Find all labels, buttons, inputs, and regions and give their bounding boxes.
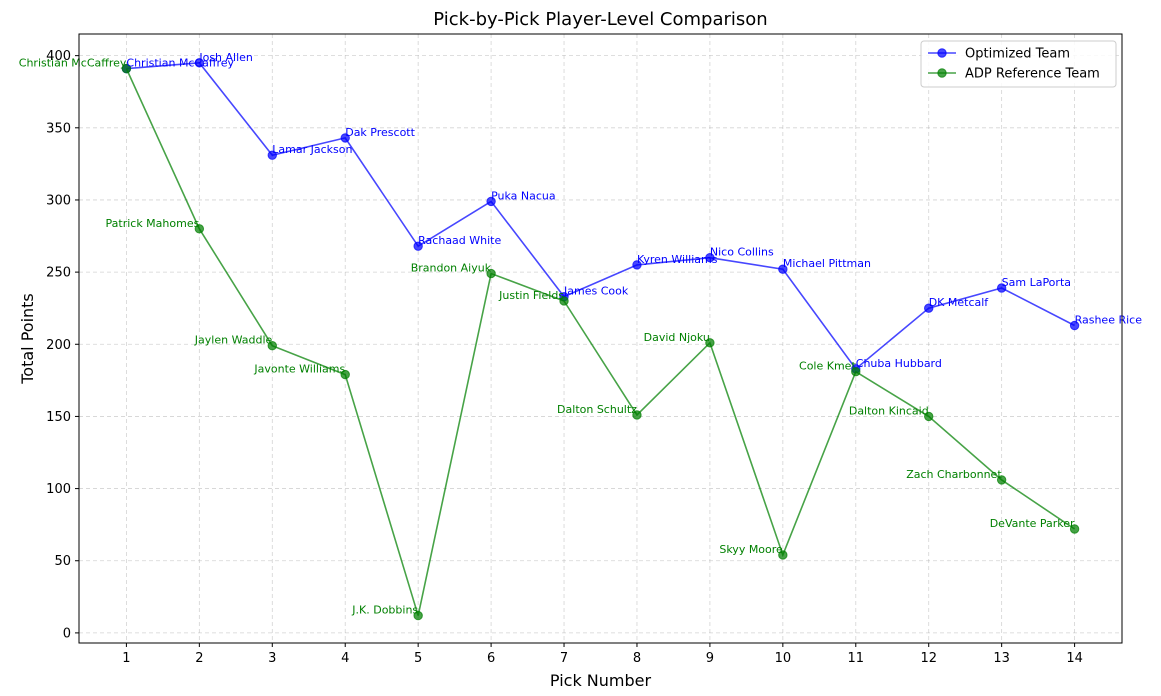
data-point — [778, 550, 788, 560]
x-tick-label: 10 — [775, 651, 792, 666]
point-label: Rachaad White — [418, 234, 501, 247]
data-point — [1069, 320, 1080, 331]
point-label: Christian McCaffrey — [19, 57, 127, 70]
point-label: Skyy Moore — [719, 543, 783, 556]
legend-entry: ADP Reference Team — [965, 67, 1100, 82]
x-tick-label: 6 — [487, 651, 495, 666]
data-point — [996, 475, 1007, 485]
point-label: Nico Collins — [710, 246, 774, 259]
point-label: Dalton Kincaid — [849, 404, 929, 417]
data-point — [924, 411, 934, 422]
x-tick-label: 2 — [195, 651, 203, 666]
point-label: Cole Kmet — [799, 360, 856, 373]
legend-marker — [937, 68, 947, 78]
x-tick-label: 7 — [560, 651, 568, 666]
y-tick-label: 200 — [46, 338, 71, 353]
point-label: Brandon Aiyuk — [411, 262, 492, 275]
x-tick-label: 8 — [633, 651, 641, 666]
data-point — [194, 224, 205, 234]
point-label: Sam LaPorta — [1002, 276, 1071, 289]
data-point — [632, 260, 642, 270]
data-point — [632, 410, 642, 420]
plot-frame — [78, 33, 1123, 644]
data-point — [340, 369, 350, 380]
point-label: Michael Pittman — [783, 257, 871, 270]
y-tick-label: 0 — [63, 626, 71, 641]
x-tick-label: 5 — [414, 651, 422, 666]
y-axis-ticks: 0 50 100 150 200 250 300 350 400 — [46, 49, 79, 641]
point-label: Justin Fields — [498, 289, 564, 302]
y-tick-label: 300 — [46, 193, 71, 208]
data-point — [194, 58, 205, 68]
point-label: Javonte Williams — [253, 363, 345, 376]
point-label: Jaylen Waddle — [194, 334, 273, 347]
data-point — [705, 252, 715, 263]
series-layer — [121, 58, 1080, 621]
data-point — [121, 63, 132, 74]
data-point — [267, 341, 277, 351]
data-point — [924, 303, 934, 313]
data-point — [413, 241, 423, 251]
point-label: Chuba Hubbard — [856, 357, 942, 370]
x-axis-ticks: 1 2 3 4 5 6 7 8 9 10 11 12 13 14 — [122, 643, 1083, 666]
x-tick-label: 9 — [706, 651, 714, 666]
x-tick-label: 11 — [848, 651, 865, 666]
series-line — [126, 62, 1075, 370]
data-point — [486, 268, 496, 279]
x-tick-label: 1 — [122, 651, 130, 666]
point-label: Zach Charbonnet — [906, 468, 1002, 481]
point-label: Christian McCaffrey — [126, 57, 234, 70]
data-point — [559, 296, 569, 306]
point-label: Josh Allen — [198, 51, 253, 64]
data-point — [340, 133, 350, 143]
point-label: James Cook — [563, 285, 629, 298]
series-line — [125, 68, 1076, 616]
data-point — [1069, 524, 1080, 534]
x-tick-label: 3 — [268, 651, 276, 666]
point-label: DeVante Parker — [990, 517, 1075, 530]
grid — [79, 34, 1122, 643]
point-label: Dak Prescott — [345, 126, 415, 139]
x-tick-label: 13 — [993, 651, 1010, 666]
y-tick-label: 150 — [46, 410, 71, 425]
x-tick-label: 12 — [920, 651, 937, 666]
data-point — [486, 196, 496, 207]
chart-title: Pick-by-Pick Player-Level Comparison — [433, 9, 767, 30]
x-tick-label: 14 — [1066, 651, 1083, 666]
y-tick-label: 350 — [46, 121, 71, 136]
point-label: DK Metcalf — [929, 296, 990, 309]
y-axis-label: Total Points — [18, 293, 37, 385]
point-label: Patrick Mahomes — [106, 217, 200, 230]
legend-marker — [937, 48, 947, 58]
y-tick-label: 50 — [54, 554, 71, 569]
data-point — [851, 366, 861, 377]
x-axis-label: Pick Number — [550, 671, 652, 690]
point-label: Dalton Schultz — [557, 403, 637, 416]
data-point — [267, 150, 277, 160]
legend-box — [920, 40, 1117, 88]
point-label: J.K. Dobbins — [351, 604, 418, 617]
legend: Optimized Team ADP Reference Team — [920, 40, 1117, 88]
point-label: David Njoku — [644, 331, 710, 344]
y-tick-label: 100 — [46, 482, 71, 497]
point-label: Rashee Rice — [1075, 314, 1143, 327]
data-point — [413, 610, 423, 621]
legend-entry: Optimized Team — [965, 47, 1070, 62]
point-label: Puka Nacua — [491, 189, 556, 202]
data-point — [778, 264, 788, 274]
point-label: Lamar Jackson — [272, 143, 352, 156]
data-point — [705, 338, 715, 348]
data-point — [996, 283, 1007, 293]
point-label: Kyren Williams — [637, 253, 718, 266]
y-tick-label: 250 — [46, 266, 71, 281]
y-tick-label: 400 — [46, 49, 71, 64]
x-tick-label: 4 — [341, 651, 349, 666]
